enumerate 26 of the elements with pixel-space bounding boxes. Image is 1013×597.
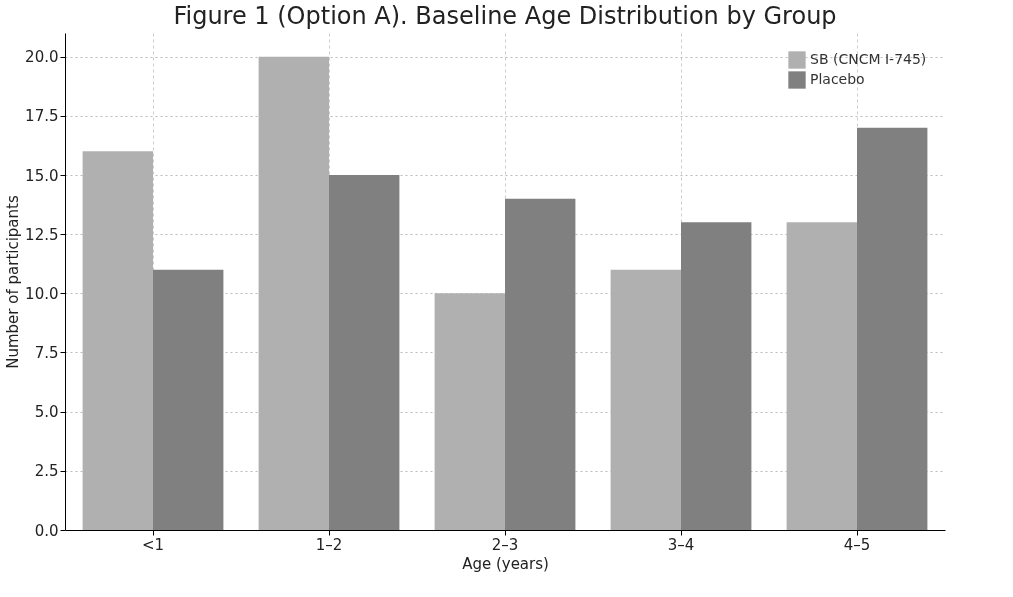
bar	[505, 198, 576, 530]
y-tick-label: 2.5	[34, 462, 59, 481]
y-tick-label: 17.5	[25, 107, 59, 126]
y-tick-label: 12.5	[25, 225, 59, 244]
y-tick-label: 20.0	[25, 48, 59, 67]
y-tick-label: 10.0	[25, 284, 59, 303]
bar	[610, 269, 681, 530]
bar	[857, 127, 928, 530]
x-axis-title: Age (years)	[462, 554, 549, 573]
y-tick-label: 0.0	[34, 521, 59, 540]
x-tick-label: 2–3	[491, 535, 519, 554]
x-tick-label: 1–2	[315, 535, 343, 554]
y-axis-title: Number of participants	[4, 195, 23, 369]
bar	[329, 175, 400, 530]
x-tick-label: 3–4	[667, 535, 695, 554]
chart-title: Figure 1 (Option A). Baseline Age Distribution by Group	[173, 2, 837, 30]
y-tick-label: 5.0	[34, 403, 59, 422]
legend-label: Placebo	[810, 71, 865, 87]
bar	[153, 269, 224, 530]
y-tick-label: 15.0	[25, 166, 59, 185]
x-tick-label: <1	[141, 535, 165, 554]
y-tick-label: 7.5	[34, 344, 59, 362]
legend-label: SB (CNCM I-745)	[810, 51, 927, 67]
bar	[434, 293, 505, 530]
x-tick-label: 4–5	[843, 535, 871, 554]
bar	[681, 222, 752, 530]
